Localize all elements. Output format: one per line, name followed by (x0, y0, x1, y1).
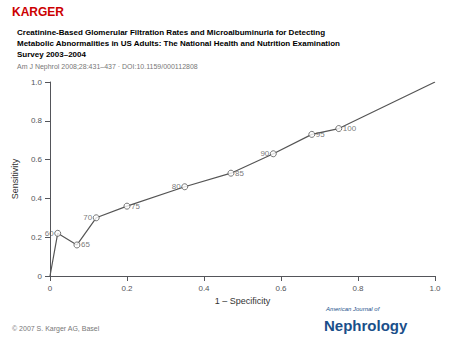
svg-text:Sensitivity: Sensitivity (10, 158, 20, 199)
svg-text:Metabolic Abnormalities in US: Metabolic Abnormalities in US Adults: Th… (17, 39, 340, 48)
svg-text:0.6: 0.6 (31, 155, 43, 164)
svg-text:0.2: 0.2 (121, 284, 133, 293)
svg-text:1 – Specificity: 1 – Specificity (215, 296, 271, 306)
svg-text:0: 0 (48, 284, 53, 293)
svg-text:0.8: 0.8 (31, 116, 43, 125)
svg-text:0.8: 0.8 (352, 284, 364, 293)
svg-text:60: 60 (45, 229, 54, 238)
svg-text:85: 85 (235, 169, 244, 178)
svg-text:American Journal of: American Journal of (325, 306, 381, 312)
svg-text:0.4: 0.4 (198, 284, 210, 293)
svg-text:KARGER: KARGER (12, 5, 64, 19)
svg-text:© 2007 S. Karger AG, Basel: © 2007 S. Karger AG, Basel (12, 325, 100, 333)
svg-text:75: 75 (131, 202, 140, 211)
svg-text:Creatinine-Based Glomerular Fi: Creatinine-Based Glomerular Filtration R… (17, 28, 325, 37)
svg-text:65: 65 (81, 240, 90, 249)
svg-text:0.4: 0.4 (31, 194, 43, 203)
svg-text:1.0: 1.0 (429, 284, 441, 293)
svg-text:100: 100 (343, 124, 357, 133)
svg-text:70: 70 (83, 213, 92, 222)
svg-text:0.6: 0.6 (275, 284, 287, 293)
svg-text:1.0: 1.0 (31, 78, 43, 87)
svg-text:Nephrology: Nephrology (324, 317, 408, 334)
svg-text:80: 80 (172, 182, 181, 191)
svg-text:90: 90 (260, 149, 269, 158)
svg-text:0.2: 0.2 (31, 233, 43, 242)
svg-text:Survey 2003–2004: Survey 2003–2004 (17, 50, 87, 59)
svg-text:Am J Nephrol 2008;28:431–437 ·: Am J Nephrol 2008;28:431–437 · DOI:10.11… (17, 63, 198, 71)
svg-text:95: 95 (316, 130, 325, 139)
svg-text:0: 0 (38, 272, 43, 281)
